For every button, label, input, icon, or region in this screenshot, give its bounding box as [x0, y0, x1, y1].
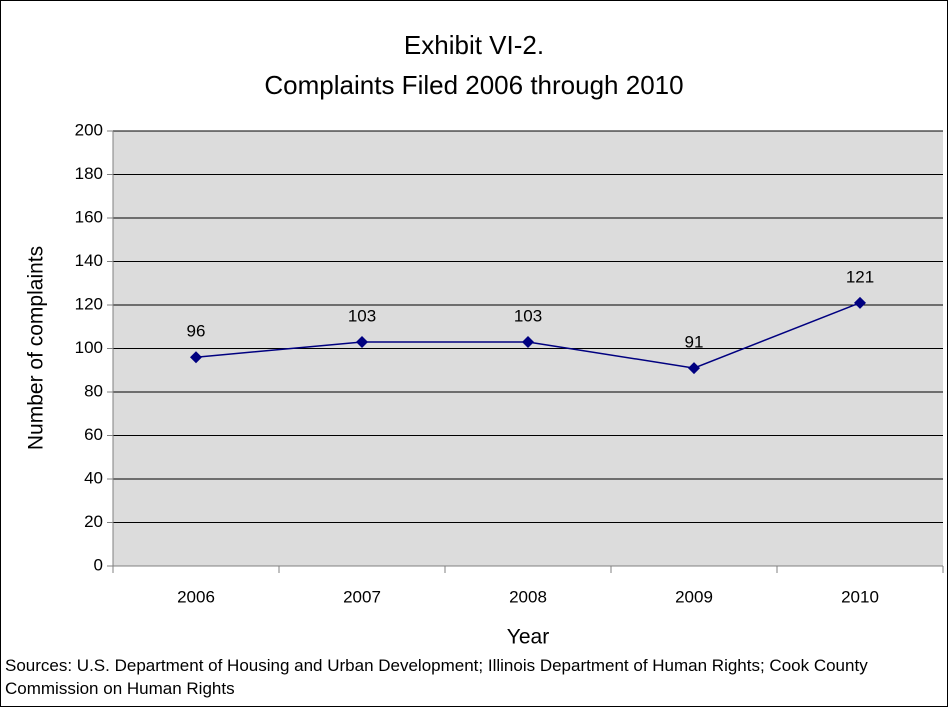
y-tick-label: 200 [75, 120, 103, 139]
data-label: 91 [685, 333, 704, 352]
y-tick-label: 80 [84, 381, 103, 400]
x-tick-label: 2008 [509, 587, 547, 606]
marker [522, 335, 534, 348]
y-tick-label: 120 [75, 294, 103, 313]
data-label: 103 [514, 306, 542, 325]
y-tick-label: 160 [75, 207, 103, 226]
data-label: 96 [187, 322, 206, 341]
source-note: Sources: U.S. Department of Housing and … [5, 656, 868, 698]
x-tick-label: 2007 [343, 587, 381, 606]
y-tick-label: 20 [84, 512, 103, 531]
x-tick-label: 2006 [177, 587, 215, 606]
marker [356, 335, 368, 348]
y-tick-label: 180 [75, 164, 103, 183]
x-axis-title: Year [507, 626, 549, 649]
y-tick-label: 60 [84, 425, 103, 444]
y-tick-label: 100 [75, 338, 103, 357]
data-label: 103 [348, 306, 376, 325]
marker [190, 351, 202, 364]
y-tick-label: 40 [84, 468, 103, 487]
chart-title: Complaints Filed 2006 through 2010 [264, 70, 683, 100]
y-axis-title: Number of complaints [25, 246, 48, 450]
data-label: 121 [846, 267, 874, 286]
marker [688, 362, 700, 375]
y-tick-label: 0 [94, 555, 103, 574]
marker [854, 296, 866, 309]
x-tick-label: 2010 [841, 587, 879, 606]
x-tick-label: 2009 [675, 587, 713, 606]
chart-title: Exhibit VI-2. [404, 30, 544, 60]
y-tick-label: 140 [75, 251, 103, 270]
